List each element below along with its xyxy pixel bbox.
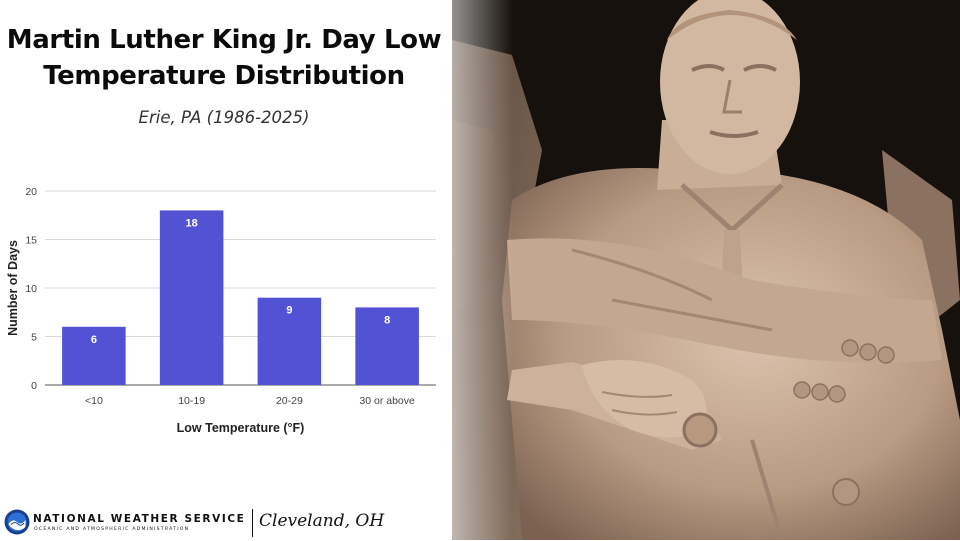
x-tick-label: 10-19	[178, 395, 205, 407]
bar	[257, 297, 322, 385]
data-label: 6	[91, 334, 97, 346]
office-name: Cleveland, OH	[259, 511, 385, 531]
data-label: 9	[286, 305, 292, 317]
x-axis-title: Low Temperature (°F)	[177, 421, 305, 435]
bar-chart: 0 5 10 15 20 6 <10 18 10-19 9 20-29 8 30 or above Low…	[6, 186, 436, 435]
title-line-2: Temperature Distribution	[43, 61, 405, 91]
bar	[159, 210, 224, 385]
y-tick-label: 5	[31, 332, 37, 344]
y-axis-title: Number of Days	[6, 240, 20, 336]
x-tick-label: <10	[85, 395, 103, 407]
bar	[355, 307, 419, 385]
footer-divider	[252, 509, 253, 537]
agency-name: NATIONAL WEATHER SERVICE	[33, 513, 246, 525]
page-title: Martin Luther King Jr. Day Low Temperatu…	[0, 22, 448, 94]
y-tick-label: 15	[25, 235, 37, 247]
y-tick-label: 0	[31, 380, 37, 392]
nws-logo-icon	[4, 509, 30, 535]
x-tick-label: 30 or above	[359, 395, 415, 407]
chart-panel: Martin Luther King Jr. Day Low Temperatu…	[0, 0, 455, 540]
y-tick-label: 10	[25, 283, 37, 295]
title-line-1: Martin Luther King Jr. Day Low	[6, 25, 442, 55]
mlk-memorial-photo	[452, 0, 960, 540]
y-tick-label: 20	[25, 186, 37, 198]
x-tick-label: 20-29	[276, 395, 303, 407]
agency-subtitle: OCEANIC AND ATMOSPHERIC ADMINISTRATION	[34, 527, 190, 532]
data-label: 8	[384, 314, 390, 326]
footer: NATIONAL WEATHER SERVICE OCEANIC AND ATM…	[0, 505, 455, 541]
bar	[62, 326, 126, 385]
data-label: 18	[186, 217, 198, 229]
subtitle: Erie, PA (1986-2025)	[138, 108, 310, 127]
